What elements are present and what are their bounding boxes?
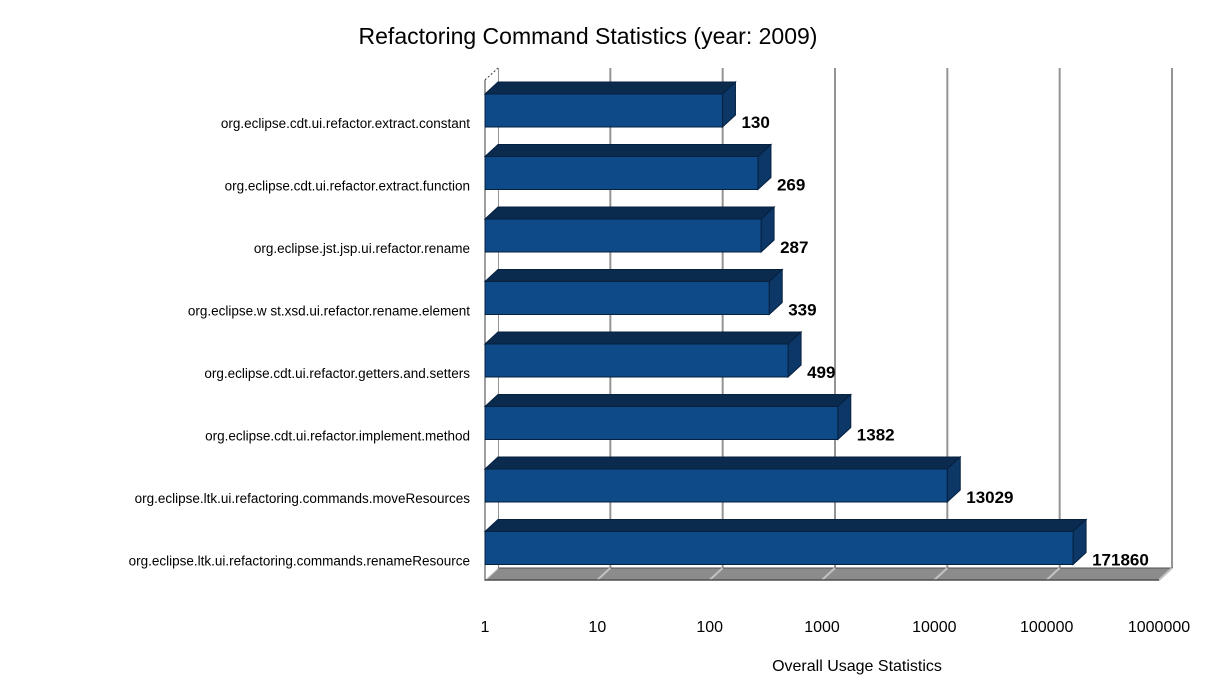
floor-gridline — [1158, 567, 1173, 581]
bar-value-label: 339 — [788, 301, 816, 320]
bar-top-face — [483, 394, 853, 407]
x-tick-label: 1000 — [804, 619, 840, 636]
bar-value-label: 171860 — [1092, 551, 1149, 570]
category-label: org.eclipse.ltk.ui.refactoring.commands.… — [129, 554, 470, 569]
bar — [484, 156, 759, 190]
bar — [484, 218, 762, 253]
x-tick-label: 100 — [696, 619, 723, 636]
bar — [484, 468, 948, 503]
bar — [484, 406, 839, 440]
floor-gridline — [708, 567, 724, 581]
bar-top-face — [483, 331, 803, 345]
bar-top-face — [483, 81, 737, 95]
category-label: org.eclipse.cdt.ui.refactor.implement.me… — [205, 429, 470, 444]
bar-top-face — [483, 206, 776, 220]
bar-value-label: 130 — [741, 113, 769, 132]
bar-value-label: 1382 — [857, 426, 895, 445]
bar-value-label: 13029 — [966, 488, 1013, 507]
bar-value-label: 269 — [777, 176, 805, 195]
left-wall-top-edge — [484, 67, 499, 81]
bar-top-face — [483, 456, 962, 470]
bar-value-label: 499 — [807, 363, 835, 382]
bar-value-label: 287 — [780, 238, 808, 257]
category-label: org.eclipse.cdt.ui.refactor.getters.and.… — [204, 366, 470, 381]
x-tick-label: 10000 — [912, 619, 957, 636]
floor-gridline — [596, 567, 612, 581]
category-label: org.eclipse.jst.jsp.ui.refactor.rename — [254, 241, 470, 256]
bar — [484, 93, 723, 128]
category-label: org.eclipse.w st.xsd.ui.refactor.rename.… — [188, 304, 470, 319]
floor-gridline — [821, 567, 836, 581]
x-tick-label: 10 — [588, 619, 606, 636]
bar — [484, 281, 770, 315]
bar — [484, 343, 789, 378]
category-label: org.eclipse.ltk.ui.refactoring.commands.… — [135, 491, 471, 506]
x-tick-label: 1 — [481, 619, 490, 636]
x-tick-label: 100000 — [1020, 619, 1073, 636]
bar-top-face — [483, 269, 784, 282]
x-tick-label: 1000000 — [1128, 619, 1190, 636]
bar-top-face — [483, 519, 1088, 532]
category-label: org.eclipse.cdt.ui.refactor.extract.cons… — [221, 116, 470, 131]
left-wall — [485, 68, 498, 580]
chart-title: Refactoring Command Statistics (year: 20… — [359, 23, 818, 49]
category-label: org.eclipse.cdt.ui.refactor.extract.func… — [225, 179, 470, 194]
floor-gridline — [1045, 567, 1061, 581]
plot-area: 130 org.eclipse.cdt.ui.refactor.extract.c… — [129, 67, 1190, 636]
floor-gridline — [933, 567, 949, 581]
bar-top-face — [483, 144, 773, 157]
bar — [484, 531, 1074, 565]
x-axis-label: Overall Usage Statistics — [772, 658, 942, 675]
